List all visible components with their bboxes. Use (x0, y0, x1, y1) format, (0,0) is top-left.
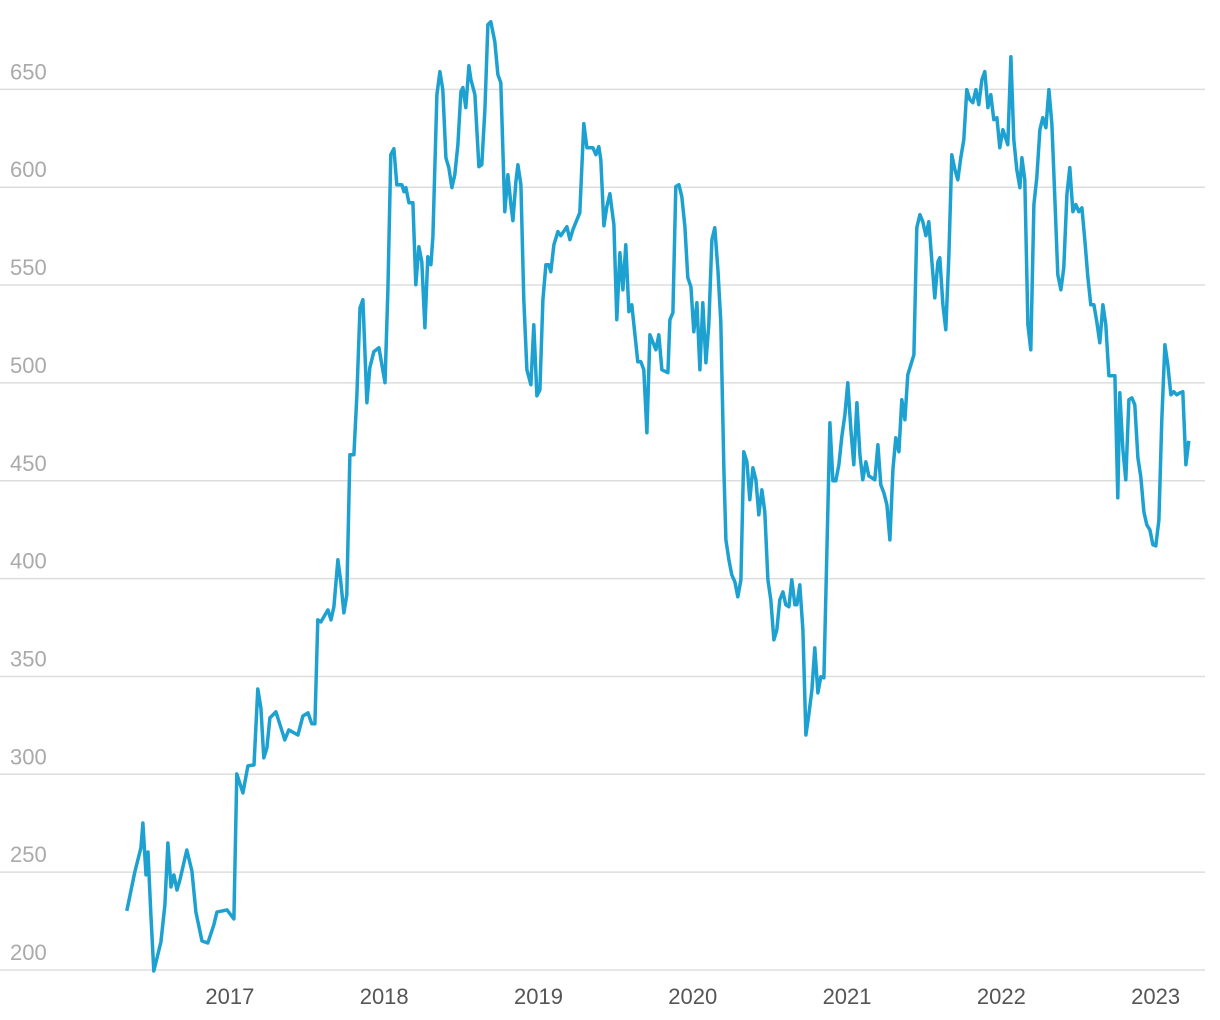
y-tick-label: 250 (10, 842, 47, 867)
y-tick-label: 300 (10, 744, 47, 769)
y-tick-label: 400 (10, 549, 47, 574)
x-tick-label: 2021 (823, 984, 872, 1009)
y-tick-label: 200 (10, 940, 47, 965)
y-tick-label: 600 (10, 157, 47, 182)
y-tick-label: 550 (10, 255, 47, 280)
price-line (125, 19, 1191, 973)
y-tick-label: 500 (10, 353, 47, 378)
x-tick-label: 2022 (977, 984, 1026, 1009)
x-tick-label: 2017 (205, 984, 254, 1009)
y-tick-label: 350 (10, 646, 47, 671)
x-tick-label: 2020 (668, 984, 717, 1009)
y-tick-label: 650 (10, 59, 47, 84)
x-tick-label: 2019 (514, 984, 563, 1009)
x-tick-label: 2023 (1131, 984, 1180, 1009)
y-tick-label: 450 (10, 451, 47, 476)
x-tick-label: 2018 (360, 984, 409, 1009)
